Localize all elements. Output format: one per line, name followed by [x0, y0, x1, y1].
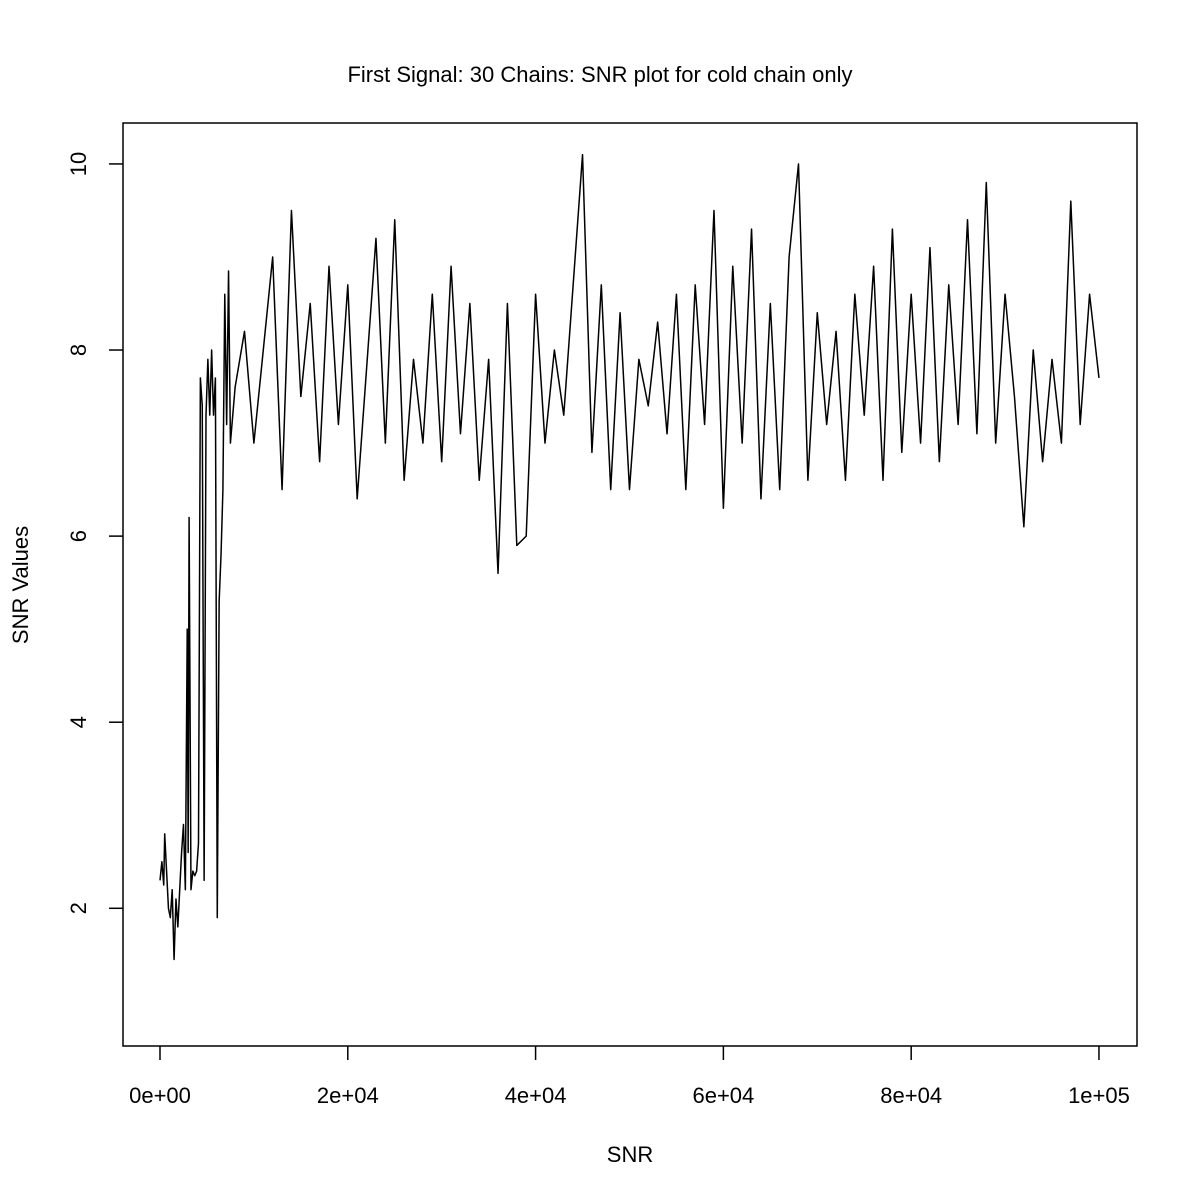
x-tick-label: 1e+05 [1068, 1083, 1130, 1108]
x-tick-label: 2e+04 [317, 1083, 379, 1108]
x-axis-label: SNR [607, 1142, 653, 1167]
plot-frame [122, 122, 1138, 1047]
x-tick-label: 8e+04 [880, 1083, 942, 1108]
data-line [159, 153, 1100, 961]
x-tick-label: 6e+04 [692, 1083, 754, 1108]
y-tick-label: 8 [66, 344, 91, 356]
y-axis-label: SNR Values [8, 526, 33, 644]
y-tick-label: 4 [66, 716, 91, 728]
x-tick-label: 4e+04 [505, 1083, 567, 1108]
chart-title: First Signal: 30 Chains: SNR plot for co… [347, 62, 852, 87]
y-tick-label: 6 [66, 530, 91, 542]
y-tick-label: 10 [66, 152, 91, 176]
y-tick-label: 2 [66, 902, 91, 914]
x-tick-label: 0e+00 [129, 1083, 191, 1108]
